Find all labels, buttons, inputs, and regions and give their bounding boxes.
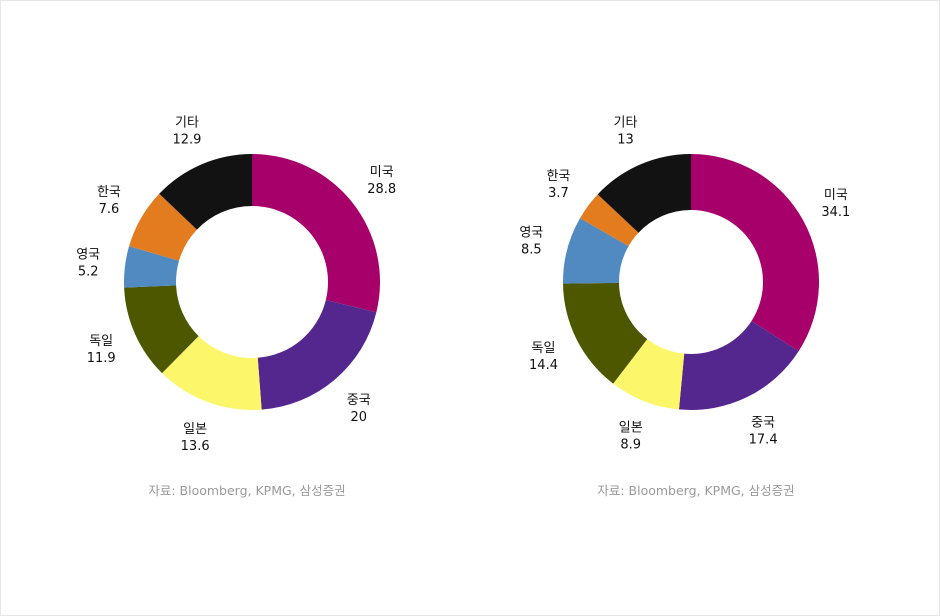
slice-china-left <box>257 299 377 410</box>
label-value: 13 <box>617 133 634 148</box>
label-value: 34.1 <box>821 205 850 220</box>
source-note-left: 자료: Bloomberg, KPMG, 삼성증권 <box>148 483 345 498</box>
slice-japan-left <box>162 336 262 410</box>
label-category: 한국 <box>546 169 570 184</box>
label-germany-left: 독일 11.9 <box>87 334 116 366</box>
slice-china-right <box>678 320 799 411</box>
label-category: 기타 <box>175 115 199 130</box>
label-japan-left: 일본 13.6 <box>181 422 210 454</box>
label-usa-left: 미국 28.8 <box>367 165 396 197</box>
slice-uk-left <box>124 246 180 288</box>
label-uk-left: 영국 5.2 <box>76 247 100 279</box>
label-korea-left: 한국 7.6 <box>97 185 121 217</box>
label-category: 영국 <box>76 247 100 262</box>
label-category: 중국 <box>751 415 775 430</box>
donut-chart-left: 미국 28.8 중국 20 일본 13.6 독일 11.9 영국 5.2 한국 7.6 기타 12.9 자… <box>76 115 396 498</box>
label-other-left: 기타 12.9 <box>172 115 201 147</box>
label-value: 8.9 <box>620 438 641 453</box>
slice-other-left <box>159 154 252 230</box>
label-usa-right: 미국 34.1 <box>821 188 850 220</box>
donut-chart-right: 미국 34.1 중국 17.4 일본 8.9 독일 14.4 영국 8.5 한국 3.7 기타 13 자료… <box>519 116 850 498</box>
slice-other-right <box>597 154 691 233</box>
label-category: 영국 <box>519 225 543 240</box>
slice-germany-right <box>563 282 648 384</box>
slice-usa-left <box>252 154 380 313</box>
label-uk-right: 영국 8.5 <box>519 225 543 257</box>
slice-korea-right <box>580 194 639 247</box>
label-value: 12.9 <box>172 132 201 147</box>
label-category: 일본 <box>619 421 643 436</box>
label-value: 13.6 <box>181 439 210 454</box>
label-value: 14.4 <box>529 358 558 373</box>
label-value: 8.5 <box>521 242 542 257</box>
label-japan-right: 일본 8.9 <box>619 421 643 453</box>
slice-germany-left <box>124 285 199 374</box>
label-value: 7.6 <box>99 202 120 217</box>
slice-japan-right <box>613 339 685 410</box>
source-note-right: 자료: Bloomberg, KPMG, 삼성증권 <box>597 483 794 498</box>
label-category: 기타 <box>614 116 638 131</box>
slice-usa-right <box>691 154 820 352</box>
label-category: 중국 <box>347 393 371 408</box>
label-germany-right: 독일 14.4 <box>529 341 558 373</box>
label-china-left: 중국 20 <box>347 393 371 425</box>
label-category: 독일 <box>89 334 113 349</box>
label-category: 미국 <box>824 188 848 203</box>
label-korea-right: 한국 3.7 <box>546 169 570 201</box>
label-value: 28.8 <box>367 182 396 197</box>
label-value: 20 <box>350 410 367 425</box>
slice-korea-left <box>129 193 197 261</box>
slice-uk-right <box>563 218 629 284</box>
label-category: 미국 <box>370 165 394 180</box>
label-category: 일본 <box>183 422 207 437</box>
label-value: 3.7 <box>548 186 569 201</box>
label-category: 독일 <box>532 341 556 356</box>
label-value: 11.9 <box>87 351 116 366</box>
label-value: 5.2 <box>78 264 99 279</box>
label-other-right: 기타 13 <box>614 116 638 148</box>
label-china-right: 중국 17.4 <box>749 415 778 447</box>
label-value: 17.4 <box>749 432 778 447</box>
label-category: 한국 <box>97 185 121 200</box>
